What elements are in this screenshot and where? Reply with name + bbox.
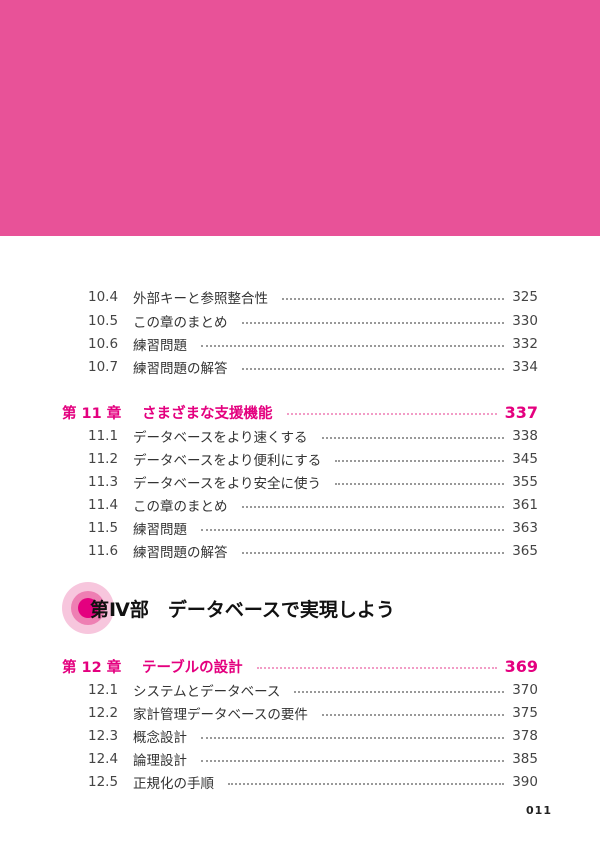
leader-dots <box>282 298 505 300</box>
entry-num: 10.4 <box>88 289 119 305</box>
entry-title: データベースをより速くする <box>133 430 308 446</box>
toc-entry[interactable]: 11.4 この章のまとめ 361 <box>88 494 538 516</box>
entry-title: テーブルの設計 <box>142 659 243 676</box>
entry-title: 練習問題 <box>133 522 187 538</box>
header-banner <box>0 0 600 236</box>
entry-title: この章のまとめ <box>133 315 228 331</box>
leader-dots <box>321 714 505 716</box>
toc-entry[interactable]: 11.2 データベースをより便利にする 345 <box>88 448 538 470</box>
page-number: 011 <box>526 804 552 817</box>
leader-dots <box>241 322 505 324</box>
leader-dots <box>201 345 505 347</box>
toc-entry[interactable]: 12.4 論理設計 385 <box>88 748 538 770</box>
entry-page: 390 <box>512 774 538 790</box>
entry-page: 345 <box>512 451 538 467</box>
toc-entry[interactable]: 10.7 練習問題の解答 334 <box>88 356 538 378</box>
entry-num: 10.6 <box>88 336 119 352</box>
entry-page: 369 <box>504 656 538 676</box>
entry-title: 正規化の手順 <box>133 776 214 792</box>
leader-dots <box>241 368 505 370</box>
toc-entry[interactable]: 12.3 概念設計 378 <box>88 725 538 747</box>
entry-title: データベースをより安全に使う <box>133 476 322 492</box>
entry-title: 練習問題 <box>133 338 187 354</box>
entry-title: 外部キーと参照整合性 <box>133 291 268 307</box>
entry-num: 11.4 <box>88 497 119 513</box>
entry-page: 365 <box>512 543 538 559</box>
entry-page: 370 <box>512 682 538 698</box>
entry-page: 375 <box>512 705 538 721</box>
entry-page: 325 <box>512 289 538 305</box>
entry-page: 361 <box>512 497 538 513</box>
entry-page: 355 <box>512 474 538 490</box>
leader-dots <box>294 691 505 693</box>
leader-dots <box>241 552 505 554</box>
toc-entry[interactable]: 11.5 練習問題 363 <box>88 517 538 539</box>
entry-num: 12.2 <box>88 705 119 721</box>
toc-entry[interactable]: 11.1 データベースをより速くする 338 <box>88 425 538 447</box>
entry-title: 練習問題の解答 <box>133 545 228 561</box>
leader-dots <box>335 483 505 485</box>
part-title: 第Ⅳ部 データベースで実現しよう <box>90 599 395 621</box>
entry-num: 第 11 章 <box>62 405 122 422</box>
toc-entry[interactable]: 10.6 練習問題 332 <box>88 333 538 355</box>
entry-num: 12.3 <box>88 728 119 744</box>
leader-dots <box>201 760 505 762</box>
entry-page: 385 <box>512 751 538 767</box>
toc-entry[interactable]: 12.1 システムとデータベース 370 <box>88 679 538 701</box>
toc-entry[interactable]: 11.3 データベースをより安全に使う 355 <box>88 471 538 493</box>
entry-page: 338 <box>512 428 538 444</box>
leader-dots <box>256 667 497 669</box>
leader-dots <box>201 737 505 739</box>
entry-page: 334 <box>512 359 538 375</box>
entry-page: 330 <box>512 313 538 329</box>
entry-title: さまざまな支援機能 <box>142 405 273 422</box>
entry-num: 11.3 <box>88 474 119 490</box>
entry-page: 363 <box>512 520 538 536</box>
part-heading: 第Ⅳ部 データベースで実現しよう <box>62 582 462 634</box>
entry-num: 12.5 <box>88 774 119 790</box>
leader-dots <box>228 783 505 785</box>
entry-num: 10.5 <box>88 313 119 329</box>
part-circle-inner <box>78 598 98 618</box>
entry-title: 概念設計 <box>133 730 187 746</box>
entry-title: 家計管理データベースの要件 <box>133 707 308 723</box>
toc-entry[interactable]: 12.5 正規化の手順 390 <box>88 771 538 793</box>
entry-num: 11.5 <box>88 520 119 536</box>
entry-title: この章のまとめ <box>133 499 228 515</box>
entry-title: データベースをより便利にする <box>133 453 322 469</box>
entry-num: 12.4 <box>88 751 119 767</box>
entry-title: システムとデータベース <box>133 684 281 700</box>
entry-num: 11.2 <box>88 451 119 467</box>
toc-entry[interactable]: 11.6 練習問題の解答 365 <box>88 540 538 562</box>
leader-dots <box>241 506 505 508</box>
leader-dots <box>321 437 505 439</box>
entry-title: 練習問題の解答 <box>133 361 228 377</box>
leader-dots <box>201 529 505 531</box>
entry-num: 11.6 <box>88 543 119 559</box>
entry-num: 11.1 <box>88 428 119 444</box>
toc-chapter[interactable]: 第 11 章 さまざまな支援機能 337 <box>62 401 538 423</box>
leader-dots <box>286 413 497 415</box>
leader-dots <box>335 460 505 462</box>
toc-entry[interactable]: 10.5 この章のまとめ 330 <box>88 310 538 332</box>
entry-page: 332 <box>512 336 538 352</box>
toc-entry[interactable]: 12.2 家計管理データベースの要件 375 <box>88 702 538 724</box>
entry-title: 論理設計 <box>133 753 187 769</box>
toc-entry[interactable]: 10.4 外部キーと参照整合性 325 <box>88 286 538 308</box>
entry-page: 378 <box>512 728 538 744</box>
entry-num: 10.7 <box>88 359 119 375</box>
entry-page: 337 <box>504 402 538 422</box>
toc-chapter[interactable]: 第 12 章 テーブルの設計 369 <box>62 655 538 677</box>
entry-num: 12.1 <box>88 682 119 698</box>
entry-num: 第 12 章 <box>62 659 122 676</box>
